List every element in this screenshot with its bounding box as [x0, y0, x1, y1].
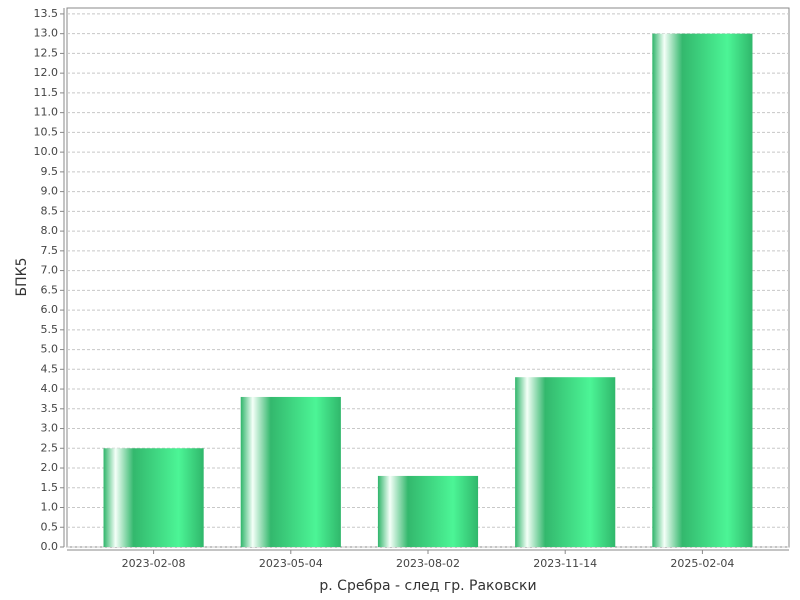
x-axis-label: р. Сребра - след гр. Раковски [319, 578, 536, 594]
y-axis-label: БПК5 [14, 258, 30, 297]
y-tick-label: 2.0 [41, 461, 59, 474]
y-tick-label: 0.0 [41, 540, 59, 553]
y-tick-label: 7.0 [41, 264, 59, 277]
y-tick-label: 9.5 [41, 165, 59, 178]
y-tick-label: 13.0 [34, 27, 59, 40]
y-tick-label: 4.5 [41, 362, 59, 375]
y-tick-label: 0.5 [41, 520, 59, 533]
y-tick-label: 2.5 [41, 441, 59, 454]
y-tick-label: 3.5 [41, 402, 59, 415]
x-tick-label: 2023-11-14 [533, 557, 597, 570]
bar [103, 448, 204, 547]
y-tick-label: 1.0 [41, 501, 59, 514]
y-tick-label: 12.0 [34, 66, 59, 79]
bar [240, 396, 341, 547]
y-tick-label: 13.5 [34, 7, 59, 20]
y-tick-label: 10.5 [34, 125, 59, 138]
x-tick-label: 2023-08-02 [396, 557, 460, 570]
y-tick-label: 8.0 [41, 224, 59, 237]
y-tick-label: 12.5 [34, 46, 59, 59]
bar [515, 377, 616, 547]
y-tick-label: 10.0 [34, 145, 59, 158]
y-tick-label: 11.5 [34, 86, 59, 99]
y-tick-label: 6.5 [41, 283, 59, 296]
x-tick-label: 2023-02-08 [122, 557, 186, 570]
bar [652, 33, 753, 547]
y-tick-label: 5.0 [41, 343, 59, 356]
bar [377, 475, 479, 547]
y-tick-label: 8.5 [41, 204, 59, 217]
y-tick-label: 3.0 [41, 422, 59, 435]
y-tick-label: 9.0 [41, 185, 59, 198]
y-tick-label: 5.5 [41, 323, 59, 336]
x-tick-label: 2025-02-04 [670, 557, 734, 570]
y-tick-label: 7.5 [41, 244, 59, 257]
y-tick-label: 1.5 [41, 481, 59, 494]
y-tick-label: 11.0 [34, 106, 59, 119]
y-tick-label: 6.0 [41, 303, 59, 316]
x-tick-label: 2023-05-04 [259, 557, 323, 570]
y-tick-label: 4.0 [41, 382, 59, 395]
